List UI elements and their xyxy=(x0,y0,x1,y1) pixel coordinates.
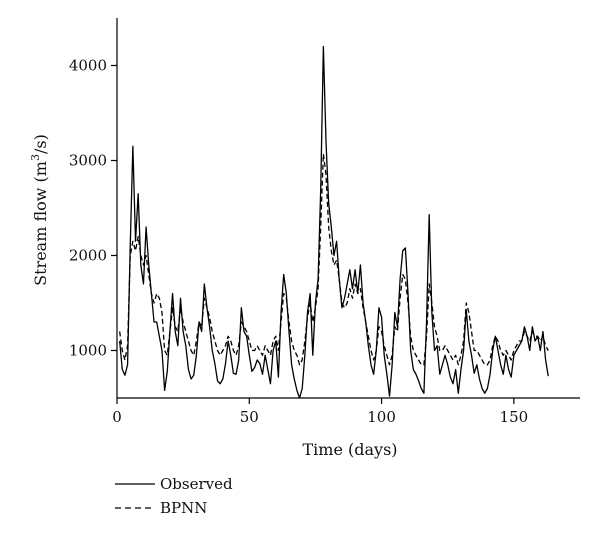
legend-label-bpnn: BPNN xyxy=(160,499,207,517)
x-tick-label: 150 xyxy=(500,408,529,426)
legend-label-observed: Observed xyxy=(160,475,233,493)
y-tick-label: 4000 xyxy=(69,57,107,75)
series-line-bpnn xyxy=(119,153,549,366)
series-line-observed xyxy=(119,45,549,399)
x-tick-label: 0 xyxy=(112,408,122,426)
y-tick-label: 1000 xyxy=(69,342,107,360)
y-tick-label: 2000 xyxy=(69,247,107,265)
legend: Observed BPNN xyxy=(115,475,233,517)
y-axis-label: Stream flow (m3/s) xyxy=(29,134,50,286)
y-ticks: 1000 2000 3000 4000 xyxy=(69,57,117,360)
y-axis-label-superscript: 3 xyxy=(29,154,42,161)
y-axis-label-main: Stream flow (m xyxy=(31,161,50,286)
x-axis-label: Time (days) xyxy=(302,440,397,459)
y-tick-label: 3000 xyxy=(69,152,107,170)
y-axis-label-tail: /s) xyxy=(31,134,50,154)
x-ticks: 0 50 100 150 xyxy=(112,398,528,426)
series-layer xyxy=(119,45,549,399)
x-tick-label: 50 xyxy=(240,408,259,426)
x-tick-label: 100 xyxy=(367,408,396,426)
